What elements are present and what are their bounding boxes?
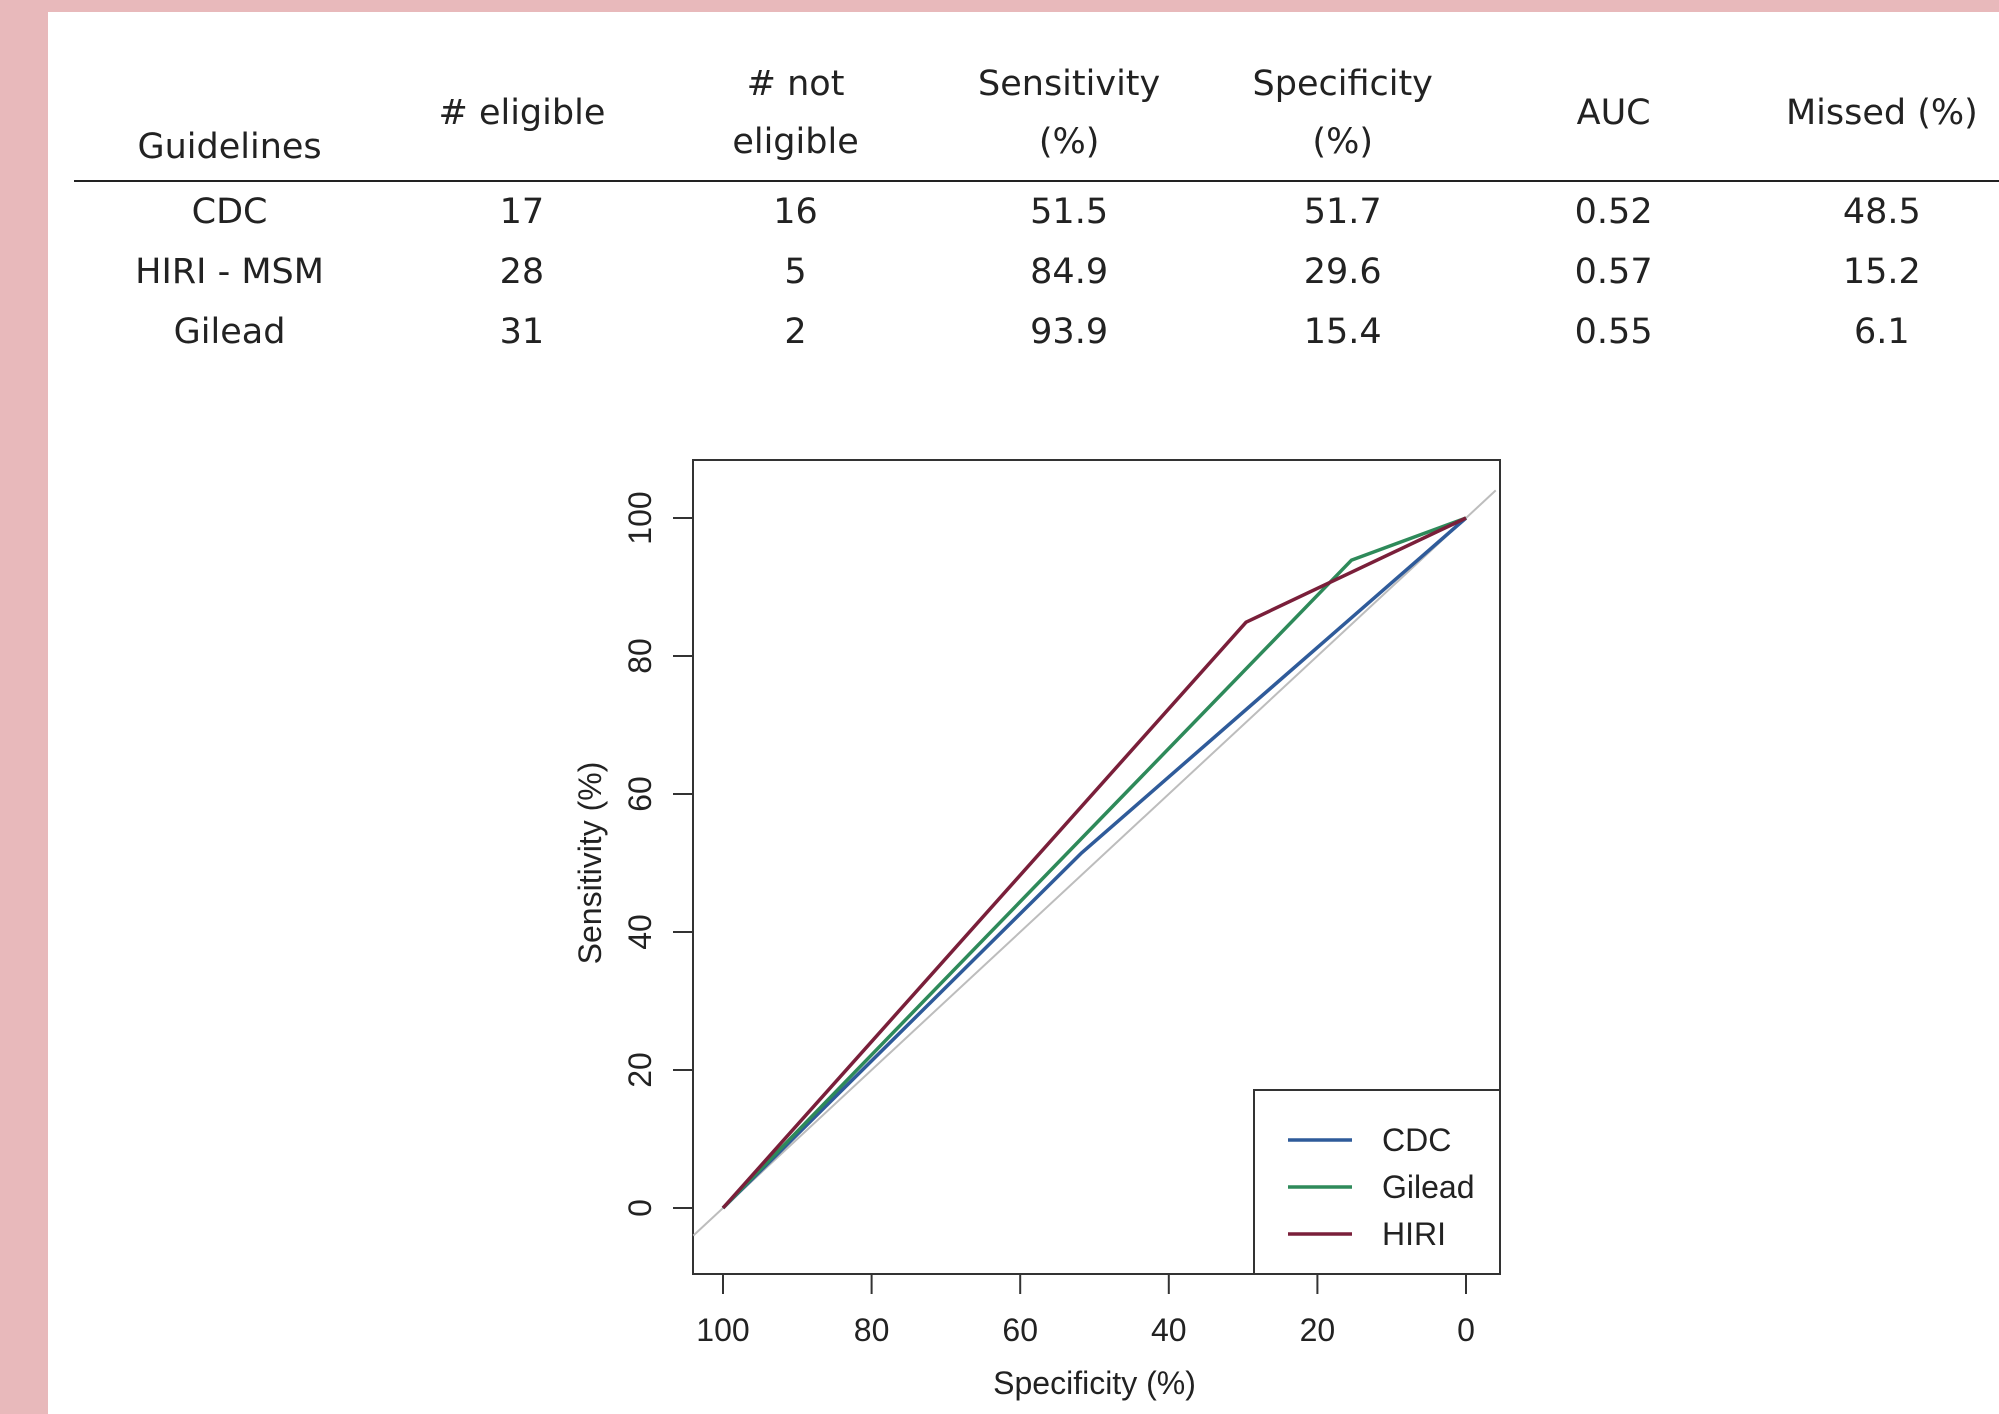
table-cell: 93.9: [932, 302, 1206, 362]
column-header: # eligible: [385, 46, 659, 181]
x-tick-label: 20: [1300, 1312, 1336, 1348]
y-tick-label: 20: [622, 1052, 658, 1088]
y-tick-label: 40: [622, 914, 658, 950]
table-cell: 0.52: [1480, 181, 1748, 242]
table-row: CDC 17 16 51.5 51.7 0.52 48.5: [74, 181, 1999, 242]
table-cell: 6.1: [1748, 302, 1999, 362]
column-header: Missed (%): [1748, 46, 1999, 181]
table-cell: 16: [659, 181, 933, 242]
table-cell: CDC: [74, 181, 385, 242]
column-header: AUC: [1480, 46, 1748, 181]
y-axis-label: Sensitivity (%): [572, 762, 608, 965]
table-cell: 0.57: [1480, 242, 1748, 302]
y-tick-label: 60: [622, 776, 658, 812]
legend-label-gilead: Gilead: [1382, 1169, 1475, 1205]
roc-chart: 100 80 60 40 20 0 0 20 40 60 80 100 Specificity (%) S…: [488, 442, 1588, 1414]
table-cell: HIRI - MSM: [74, 242, 385, 302]
table-cell: 28: [385, 242, 659, 302]
x-tick-label: 100: [696, 1312, 749, 1348]
table-row: HIRI - MSM 28 5 84.9 29.6 0.57 15.2: [74, 242, 1999, 302]
column-header: Guidelines: [74, 46, 385, 181]
table-cell: 0.55: [1480, 302, 1748, 362]
x-tick-label: 80: [854, 1312, 890, 1348]
x-tick-label: 60: [1002, 1312, 1038, 1348]
y-tick-label: 80: [622, 638, 658, 674]
table-cell: 5: [659, 242, 933, 302]
table-cell: 84.9: [932, 242, 1206, 302]
table-cell: 29.6: [1206, 242, 1480, 302]
table-cell: 15.2: [1748, 242, 1999, 302]
table-cell: 51.5: [932, 181, 1206, 242]
y-tick-label: 100: [622, 491, 658, 544]
table-cell: Gilead: [74, 302, 385, 362]
legend-label-hiri: HIRI: [1382, 1216, 1446, 1252]
table-cell: 48.5: [1748, 181, 1999, 242]
x-axis-label: Specificity (%): [993, 1365, 1196, 1401]
table-row: Gilead 31 2 93.9 15.4 0.55 6.1: [74, 302, 1999, 362]
legend-label-cdc: CDC: [1382, 1122, 1451, 1158]
table-cell: 31: [385, 302, 659, 362]
results-table: Guidelines # eligible # not eligible Sens…: [74, 46, 1999, 362]
table-cell: 17: [385, 181, 659, 242]
x-tick-label: 0: [1457, 1312, 1475, 1348]
table-cell: 51.7: [1206, 181, 1480, 242]
table-cell: 2: [659, 302, 933, 362]
column-header: Sensitivity (%): [932, 46, 1206, 181]
y-tick-label: 0: [622, 1199, 658, 1217]
table-header-row: Guidelines # eligible # not eligible Sens…: [74, 46, 1999, 181]
column-header: Specificity (%): [1206, 46, 1480, 181]
table-cell: 15.4: [1206, 302, 1480, 362]
figure-panel: Guidelines # eligible # not eligible Sens…: [48, 12, 1999, 1414]
x-tick-label: 40: [1151, 1312, 1187, 1348]
column-header: # not eligible: [659, 46, 933, 181]
